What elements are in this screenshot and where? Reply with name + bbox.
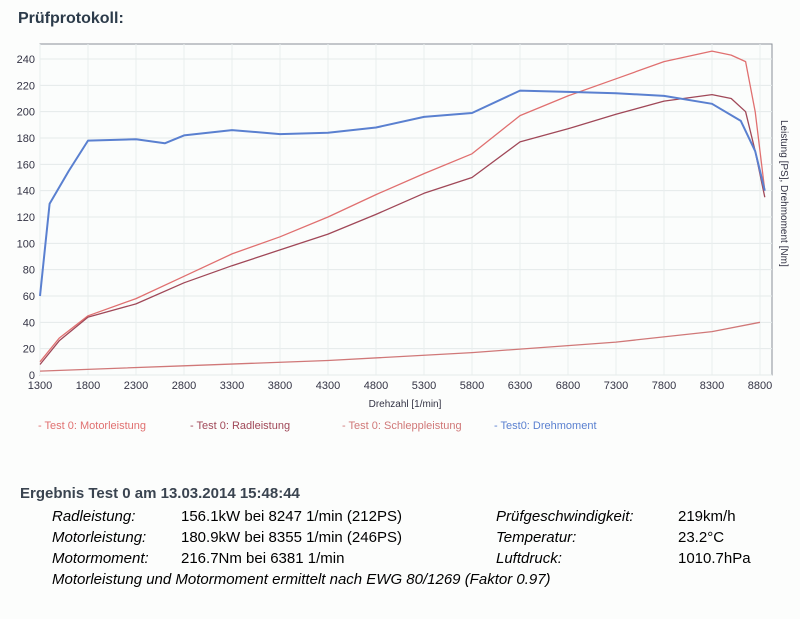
result-value-pressure: 1010.7hPa xyxy=(678,550,751,567)
x-tick-label: 2300 xyxy=(124,380,148,392)
y-tick-label: 140 xyxy=(17,186,35,198)
plot-area xyxy=(39,43,773,376)
x-tick-label: 1800 xyxy=(76,380,100,392)
y-tick-label: 60 xyxy=(23,291,35,303)
legend-entry: - Test 0: Radleistung xyxy=(190,420,291,432)
y-tick-label: 80 xyxy=(23,265,35,277)
y-tick-label: 100 xyxy=(17,238,35,250)
result-label-motormoment: Motormoment: xyxy=(52,550,149,567)
result-value-speed: 219km/h xyxy=(678,508,736,525)
page-title: Prüfprotokoll: xyxy=(18,10,124,27)
x-tick-label: 8300 xyxy=(700,380,724,392)
dyno-chart: 0 20 40 60 80 100 120 140 160 180 200 220 240 1300 180… xyxy=(17,43,789,410)
y-tick-label: 40 xyxy=(23,317,35,329)
series-line-2 xyxy=(39,321,761,372)
y-tick-label: 160 xyxy=(17,159,35,171)
x-tick-label: 6800 xyxy=(556,380,580,392)
series-line-1 xyxy=(39,93,766,365)
results-panel: Ergebnis Test 0 am 13.03.2014 15:48:44 xyxy=(20,485,300,502)
result-value-radleistung: 156.1kW bei 8247 1/min (212PS) xyxy=(181,508,402,525)
y-tick-label: 240 xyxy=(17,54,35,66)
x-tick-label: 4300 xyxy=(316,380,340,392)
y-tick-label: 120 xyxy=(17,212,35,224)
result-value-temperature: 23.2°C xyxy=(678,529,725,546)
x-tick-label: 6300 xyxy=(508,380,532,392)
x-tick-label: 7800 xyxy=(652,380,676,392)
series-line-0 xyxy=(39,50,766,363)
y-axis-label: Leistung [PS], Drehmoment [Nm] xyxy=(778,120,789,267)
x-axis-label: Drehzahl [1/min] xyxy=(369,399,442,410)
x-tick-label: 3300 xyxy=(220,380,244,392)
result-label-speed: Prüfgeschwindigkeit: xyxy=(496,508,634,525)
x-tick-label: 2800 xyxy=(172,380,196,392)
series-line-3 xyxy=(39,89,766,297)
legend-entry: - Test 0: Schleppleistung xyxy=(342,420,462,432)
result-note: Motorleistung und Motormoment ermittelt … xyxy=(52,571,551,588)
x-tick-label: 5300 xyxy=(412,380,436,392)
x-tick-label: 4800 xyxy=(364,380,388,392)
x-tick-label: 1300 xyxy=(28,380,52,392)
legend-entry: - Test0: Drehmoment xyxy=(494,420,597,432)
result-label-pressure: Luftdruck: xyxy=(496,550,562,567)
result-label-radleistung: Radleistung: xyxy=(52,508,136,525)
result-value-motorleistung: 180.9kW bei 8355 1/min (246PS) xyxy=(181,529,402,546)
x-tick-label: 8800 xyxy=(748,380,772,392)
y-tick-label: 0 xyxy=(29,370,35,382)
y-tick-label: 20 xyxy=(23,344,35,356)
result-label-temperature: Temperatur: xyxy=(496,529,577,546)
y-tick-label: 180 xyxy=(17,133,35,145)
result-value-motormoment: 216.7Nm bei 6381 1/min xyxy=(181,550,345,567)
y-tick-label: 220 xyxy=(17,80,35,92)
results-heading: Ergebnis Test 0 am 13.03.2014 15:48:44 xyxy=(20,485,300,502)
x-tick-label: 3800 xyxy=(268,380,292,392)
legend-entry: - Test 0: Motorleistung xyxy=(38,420,147,432)
result-label-motorleistung: Motorleistung: xyxy=(52,529,147,546)
x-tick-label: 7300 xyxy=(604,380,628,392)
y-tick-label: 200 xyxy=(17,107,35,119)
x-tick-label: 5800 xyxy=(460,380,484,392)
